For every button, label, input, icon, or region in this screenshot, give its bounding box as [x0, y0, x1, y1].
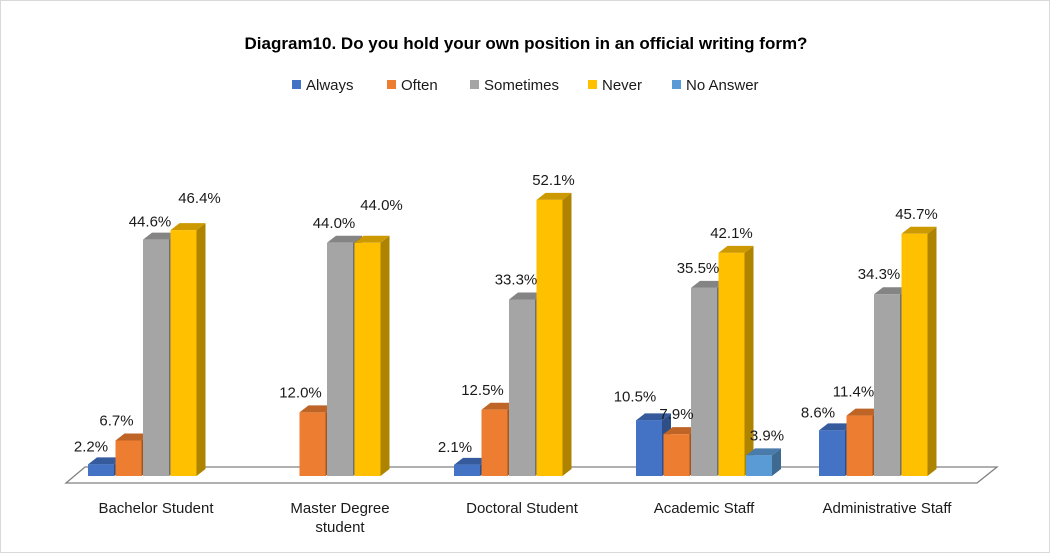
legend-swatch-sometimes — [470, 80, 479, 89]
category-label-bachelor-student: Bachelor Student — [98, 500, 214, 517]
legend-label-always: Always — [306, 77, 354, 94]
bars — [88, 192, 937, 476]
category-labels: Bachelor Student Master Degree student Doct… — [98, 500, 952, 536]
data-label-academic-staff-often: 7.9% — [659, 406, 693, 423]
bar-doctoral-student-never — [536, 192, 572, 476]
category-label-master-degree-student: Master Degree — [290, 500, 389, 517]
category-label-academic-staff: Academic Staff — [654, 500, 755, 517]
data-label-doctoral-student-often: 12.5% — [461, 382, 504, 399]
data-label-bachelor-student-often: 6.7% — [99, 412, 133, 429]
category-label-administrative-staff: Administrative Staff — [823, 500, 953, 517]
legend-label-no-answer: No Answer — [686, 77, 759, 94]
data-label-doctoral-student-always: 2.1% — [438, 439, 472, 456]
data-label-bachelor-student-always: 2.2% — [74, 438, 108, 455]
legend-label-sometimes: Sometimes — [484, 77, 559, 94]
bar-master-degree-student-never — [354, 235, 390, 476]
data-label-administrative-staff-always: 8.6% — [801, 404, 835, 421]
data-label-administrative-staff-sometimes: 34.3% — [858, 266, 901, 283]
bar-bachelor-student-never — [170, 223, 206, 476]
bar-academic-staff-never — [718, 245, 754, 476]
legend: Always Often Sometimes Never No Answer — [292, 77, 759, 94]
data-labels: 2.2% 6.7% 44.6% 46.4% 12.0% 44.0%44.0% 2.1% 12.… — [74, 172, 938, 456]
data-label-doctoral-student-sometimes: 33.3% — [495, 272, 538, 289]
bar-administrative-staff-never — [901, 226, 937, 476]
category-label-master-degree-student: student — [315, 519, 365, 536]
bar-academic-staff-no-answer — [746, 448, 781, 476]
data-label-administrative-staff-never: 45.7% — [895, 206, 938, 223]
legend-label-never: Never — [602, 77, 642, 94]
legend-swatch-always — [292, 80, 301, 89]
category-label-doctoral-student: Doctoral Student — [466, 500, 579, 517]
legend-label-often: Often — [401, 77, 438, 94]
data-label-master-degree-student-often: 12.0% — [279, 384, 322, 401]
data-label-master-degree-student-never: 44.0% — [360, 197, 403, 214]
chart-title: Diagram10. Do you hold your own position… — [245, 34, 808, 53]
data-label-bachelor-student-never: 46.4% — [178, 190, 221, 207]
legend-swatch-never — [588, 80, 597, 89]
legend-swatch-often — [387, 80, 396, 89]
data-label-master-degree-student-sometimes: 44.0% — [313, 215, 356, 232]
data-label-academic-staff-never: 42.1% — [710, 225, 753, 242]
data-label-academic-staff-sometimes: 35.5% — [677, 260, 720, 277]
data-label-bachelor-student-sometimes: 44.6% — [129, 214, 172, 231]
legend-swatch-no-answer — [672, 80, 681, 89]
data-label-academic-staff-always: 10.5% — [614, 388, 657, 405]
data-label-doctoral-student-never: 52.1% — [532, 172, 575, 189]
data-label-administrative-staff-often: 11.4% — [833, 384, 874, 401]
data-label-academic-staff-no-answer: 3.9% — [750, 427, 784, 444]
